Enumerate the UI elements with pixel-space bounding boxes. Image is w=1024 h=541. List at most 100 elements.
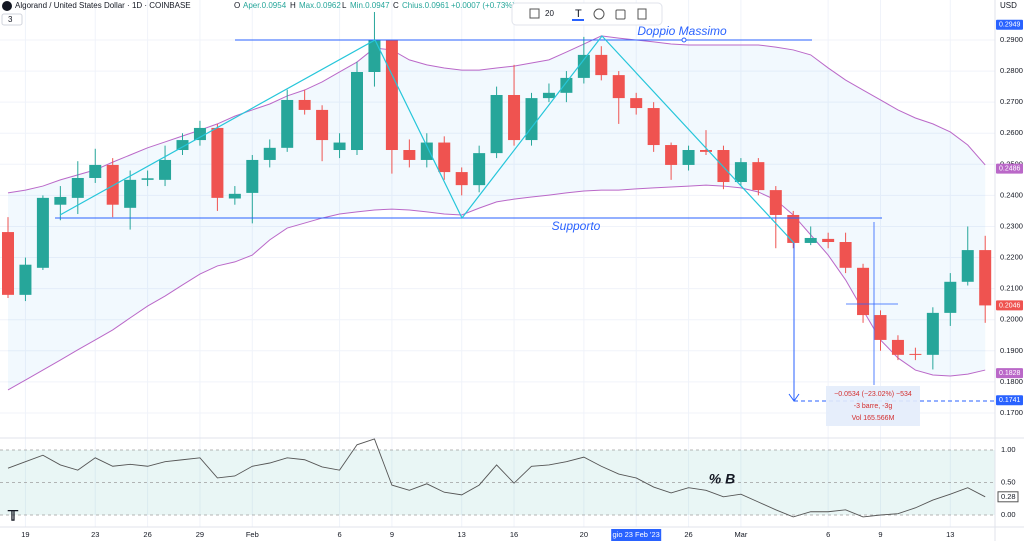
candle-body — [316, 109, 329, 141]
x-tick-label: gio 23 Feb '23 — [613, 530, 660, 539]
candle-body — [822, 238, 835, 243]
ohlc-change: +0.0007 (+0.73%) — [451, 1, 515, 10]
y-tick-label: 1.00 — [1001, 445, 1016, 454]
candle-body — [630, 98, 643, 109]
candle-body — [717, 150, 730, 183]
x-tick-label: Feb — [246, 530, 259, 539]
candle-body — [891, 339, 904, 355]
candle-body — [665, 145, 678, 165]
candle-body — [525, 98, 538, 141]
price-label-bg — [996, 163, 1023, 174]
ohlc-key: C — [393, 1, 399, 10]
crosshair-date-box — [611, 529, 662, 541]
candle-body — [612, 75, 625, 99]
candle-body — [193, 127, 206, 141]
measure-text: -3 barre, -3g — [854, 403, 893, 410]
x-tick-label: 19 — [21, 530, 29, 539]
indicators-toggle[interactable] — [1, 13, 23, 26]
candle-body — [246, 159, 259, 193]
y-tick-label: 0.50 — [1001, 477, 1016, 486]
last-value-label: 0.28 — [1001, 492, 1016, 501]
drawing-toolbar — [511, 2, 663, 26]
y-tick-label: 0.2200 — [1000, 253, 1023, 262]
currency[interactable]: USD — [1000, 1, 1017, 10]
indicator-title: % B — [709, 471, 735, 487]
percent-b-zone — [0, 450, 995, 515]
price-label: 0.1828 — [999, 370, 1021, 377]
candle-body — [298, 99, 311, 110]
candle-body — [577, 54, 590, 78]
x-tick-label: 9 — [878, 530, 882, 539]
candle-body — [19, 264, 32, 295]
tool-button[interactable]: T — [575, 8, 582, 20]
price-label-bg — [996, 368, 1023, 379]
candle-body — [420, 142, 433, 160]
indicator-count: 3 — [8, 15, 13, 24]
candle-body — [281, 99, 294, 148]
candle-body — [228, 193, 241, 199]
tool-button[interactable] — [593, 8, 605, 20]
tool-button[interactable] — [637, 8, 647, 20]
x-tick-label: 16 — [510, 530, 518, 539]
y-tick-label: 0.1700 — [1000, 408, 1023, 417]
candle-body — [734, 162, 747, 183]
candle-body — [769, 190, 782, 215]
candle-body — [2, 232, 14, 295]
candle-body — [124, 179, 137, 208]
candle-body — [839, 242, 852, 268]
y-tick-label: 0.2700 — [1000, 97, 1023, 106]
ohlc-value: Min.0.0947 — [350, 1, 390, 10]
band-fill — [8, 35, 986, 390]
y-tick-label: 0.2800 — [1000, 66, 1023, 75]
ohlc-key: L — [342, 1, 347, 10]
price-label: 0.2486 — [999, 166, 1021, 173]
font-size[interactable]: 20 — [545, 9, 554, 18]
candle-body — [36, 197, 49, 268]
candle-body — [211, 127, 224, 198]
ohlc-key: O — [234, 1, 240, 10]
candle-body — [926, 312, 939, 355]
candle-body — [595, 54, 608, 76]
y-tick-label: 0.2400 — [1000, 190, 1023, 199]
y-tick-label: 0.00 — [1001, 510, 1016, 519]
candle-body — [263, 147, 276, 160]
annotation: Doppio Massimo — [637, 24, 727, 38]
candle-body — [490, 94, 503, 154]
ohlc-value: Chius.0.0961 — [402, 1, 450, 10]
price-label-bg — [996, 300, 1023, 311]
candle-body — [455, 172, 468, 186]
x-tick-label: 29 — [196, 530, 204, 539]
candle-body — [682, 150, 695, 165]
symbol: Algorand / United States Dollar · 1D · C… — [15, 1, 191, 10]
x-tick-label: 6 — [337, 530, 341, 539]
candle-body — [542, 92, 555, 99]
logo: 𝕋 — [7, 508, 19, 524]
candle-body — [473, 153, 486, 186]
candle-body — [647, 108, 660, 146]
candle-body — [71, 177, 84, 198]
candle-body — [438, 142, 451, 173]
measure-text: Vol 165.566M — [852, 415, 895, 422]
last-value-bg — [997, 491, 1019, 503]
x-tick-label: 13 — [458, 530, 466, 539]
tool-button[interactable] — [529, 8, 540, 19]
candle-body — [944, 281, 957, 313]
y-tick-label: 0.2100 — [1000, 284, 1023, 293]
candle-body — [403, 150, 416, 160]
candle-body — [560, 77, 573, 93]
measure-text: −0.0534 (−23.02%) −534 — [834, 391, 912, 398]
candle-body — [159, 159, 172, 180]
price-label-bg — [996, 19, 1023, 30]
y-tick-label: 0.1900 — [1000, 346, 1023, 355]
price-label: 0.2046 — [999, 302, 1021, 309]
ohlc-value: Max.0.0962 — [299, 1, 341, 10]
candle-body — [909, 353, 922, 355]
candle-body — [106, 164, 119, 205]
candle-body — [804, 237, 817, 243]
candle-body — [176, 140, 189, 151]
tool-button[interactable] — [615, 9, 626, 20]
x-tick-label: 26 — [684, 530, 692, 539]
x-tick-label: 23 — [91, 530, 99, 539]
